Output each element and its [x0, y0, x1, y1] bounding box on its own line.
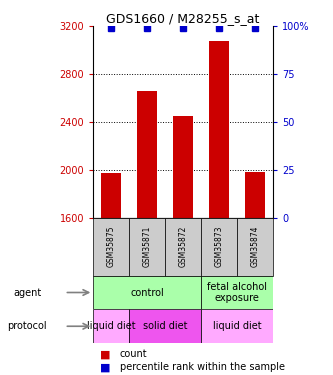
Text: GSM35872: GSM35872	[178, 226, 188, 267]
Text: ■: ■	[100, 363, 111, 372]
Bar	[129, 309, 201, 343]
Bar	[93, 217, 129, 276]
Bar	[93, 276, 201, 309]
Bar	[101, 172, 121, 217]
Bar	[201, 217, 237, 276]
Bar	[237, 217, 273, 276]
Text: agent: agent	[13, 288, 42, 297]
Bar	[173, 116, 193, 218]
Text: solid diet: solid diet	[143, 321, 187, 331]
Text: GSM35875: GSM35875	[107, 226, 116, 267]
Text: liquid diet: liquid diet	[87, 321, 136, 331]
Bar	[201, 276, 273, 309]
Bar	[165, 217, 201, 276]
Title: GDS1660 / M28255_s_at: GDS1660 / M28255_s_at	[107, 12, 260, 25]
Text: GSM35873: GSM35873	[214, 226, 224, 267]
Text: count: count	[120, 350, 148, 359]
Bar	[201, 309, 273, 343]
Bar	[93, 309, 129, 343]
Text: liquid diet: liquid diet	[213, 321, 261, 331]
Text: GSM35871: GSM35871	[143, 226, 152, 267]
Text: control: control	[130, 288, 164, 297]
Text: fetal alcohol
exposure: fetal alcohol exposure	[207, 282, 267, 303]
Bar	[137, 91, 157, 218]
Text: ■: ■	[100, 350, 111, 359]
Text: percentile rank within the sample: percentile rank within the sample	[120, 363, 285, 372]
Bar	[129, 217, 165, 276]
Text: protocol: protocol	[7, 321, 46, 331]
Bar	[245, 172, 265, 217]
Text: GSM35874: GSM35874	[250, 226, 260, 267]
Bar	[209, 40, 229, 218]
